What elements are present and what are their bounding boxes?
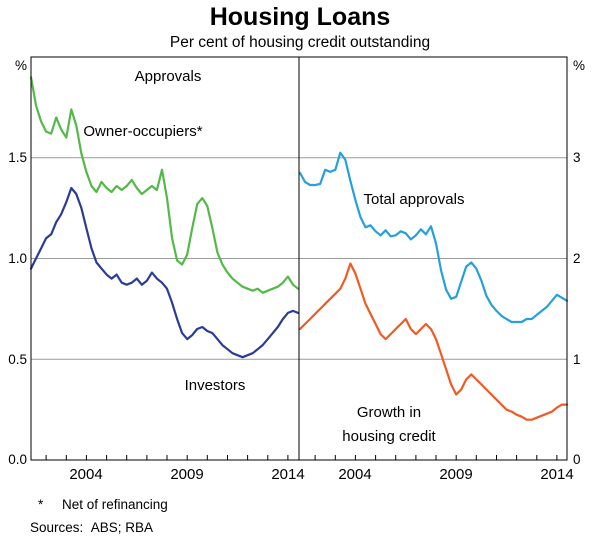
x-label-left-2014: 2014	[271, 466, 304, 483]
right-axis-label-3: 3	[573, 150, 581, 165]
series-line-investors	[29, 186, 300, 359]
x-label-right-2009: 2009	[439, 466, 472, 483]
series-line-owner-occupiers	[29, 76, 300, 294]
panel-label-approvals: Approvals	[135, 68, 202, 85]
series-label-total-approvals: Total approvals	[364, 191, 465, 208]
series-layer	[29, 76, 569, 421]
chart-subtitle: Per cent of housing credit outstanding	[170, 34, 430, 51]
series-line-growth-in-housing-credit	[298, 262, 569, 421]
series-line-total-approvals	[298, 151, 569, 324]
series-label-investors: Investors	[185, 377, 246, 394]
sources-text: Sources: ABS; RBA	[30, 520, 153, 535]
footnote-text: Net of refinancing	[62, 497, 168, 512]
right-axis-unit: %	[573, 58, 585, 73]
left-axis-label-10: 1.0	[8, 251, 27, 266]
right-axis-label-1: 1	[573, 352, 581, 367]
series-label-growth-line2: housing credit	[342, 428, 436, 445]
x-label-right-2014: 2014	[540, 466, 573, 483]
x-label-left-2004: 2004	[69, 466, 102, 483]
x-label-left-2009: 2009	[170, 466, 203, 483]
page-title: Housing Loans	[210, 3, 391, 31]
right-axis-label-0: 0	[573, 452, 581, 467]
left-axis-label-00: 0.0	[8, 452, 27, 467]
series-label-growth-line1: Growth in	[357, 404, 421, 421]
series-label-owner-occupiers: Owner-occupiers*	[83, 123, 202, 140]
left-axis-label-05: 0.5	[8, 352, 27, 367]
right-axis-label-2: 2	[573, 251, 581, 266]
left-axis-unit: %	[15, 58, 27, 73]
footnote-marker: *	[38, 497, 44, 512]
left-axis-label-15: 1.5	[8, 150, 27, 165]
x-label-right-2004: 2004	[338, 466, 371, 483]
